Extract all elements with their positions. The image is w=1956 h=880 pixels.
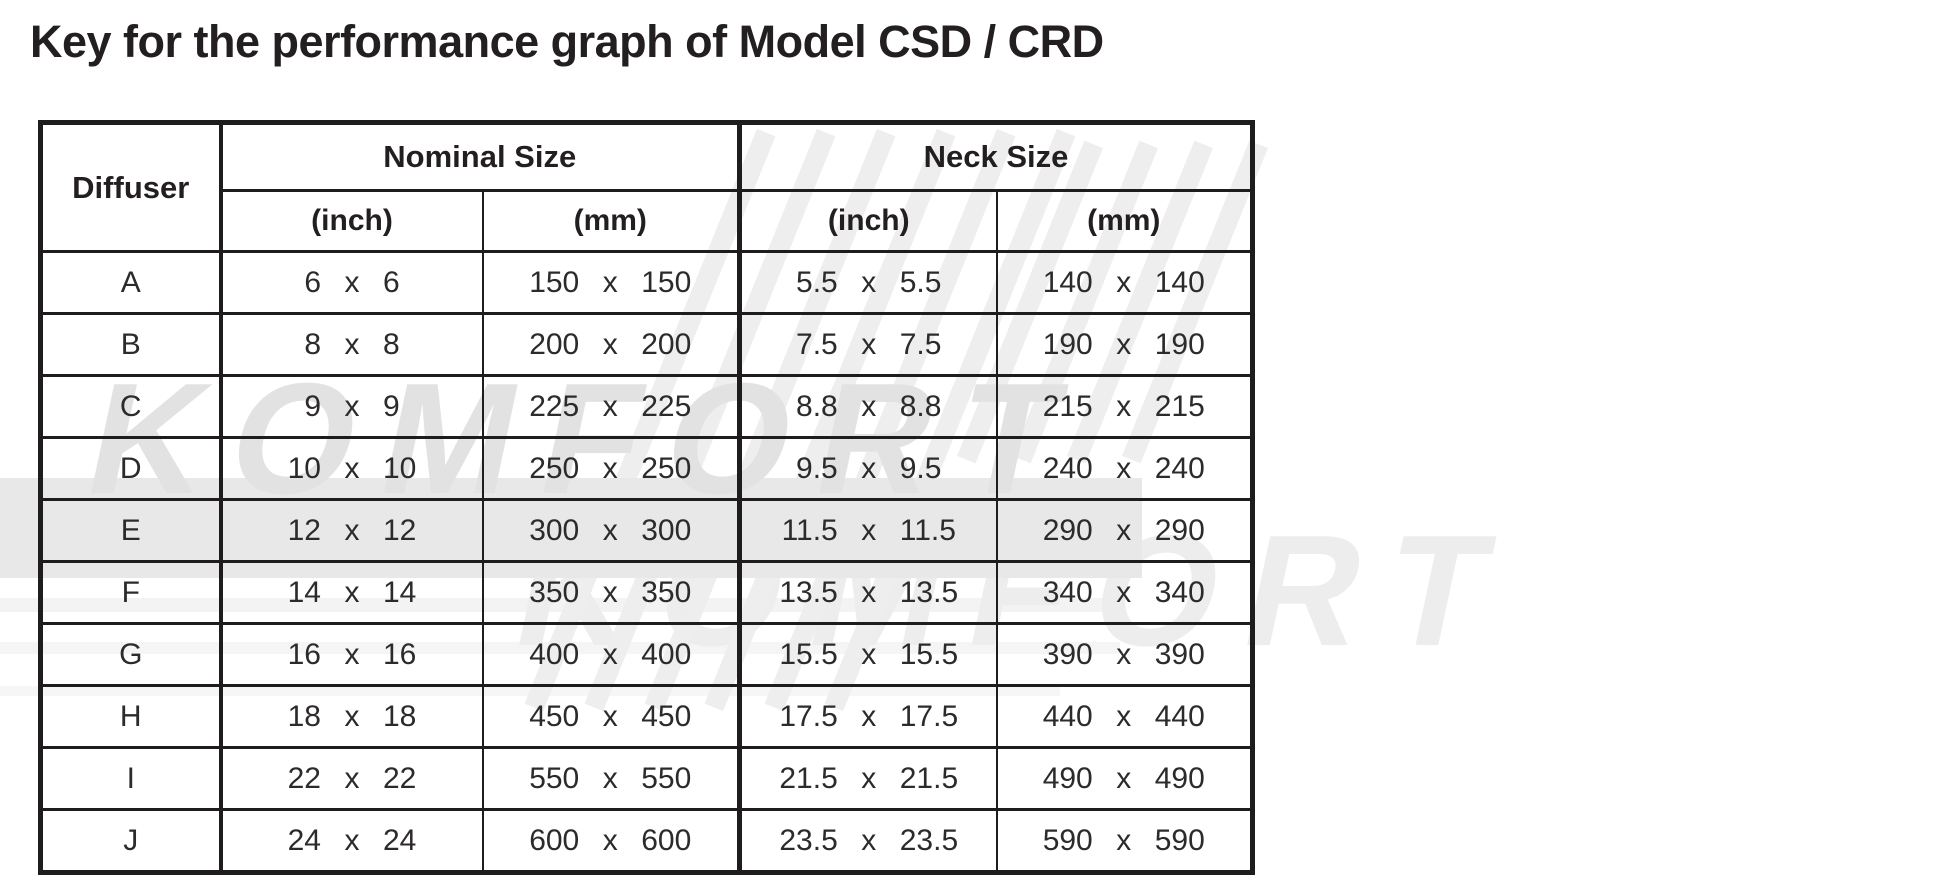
column-header-diffuser: Diffuser (40, 121, 223, 253)
diffuser-cell: I (40, 746, 223, 811)
nominal-inch-cell: 22 x 22 (220, 746, 484, 811)
diffuser-cell: D (40, 436, 223, 501)
nominal-mm-cell: 350 x 350 (482, 560, 742, 625)
neck-mm-cell: 215 x 215 (996, 374, 1253, 439)
header-row-units: (inch) (mm) (inch) (mm) (41, 189, 1253, 253)
diffuser-cell: J (40, 808, 223, 874)
unit-header-nominal-inch: (inch) (220, 189, 484, 253)
nominal-mm-cell: 450 x 450 (482, 684, 742, 749)
diffuser-cell: E (40, 498, 223, 563)
header-row-groups: Diffuser Nominal Size Neck Size (40, 121, 1253, 253)
table-row: F 14 x 14 350 x 350 13.5 x 13.5 340 x 340 (40, 560, 1253, 625)
table-row: E 12 x 12 300 x 300 11.5 x 11.5 290 x 290 (40, 498, 1253, 563)
neck-inch-cell: 17.5 x 17.5 (739, 684, 998, 749)
neck-mm-cell: 490 x 490 (996, 746, 1253, 811)
unit-header-neck-mm: (mm) (996, 189, 1253, 253)
neck-inch-cell: 11.5 x 11.5 (739, 498, 998, 563)
nominal-mm-cell: 250 x 250 (482, 436, 742, 501)
column-header-nominal-size: Nominal Size (220, 121, 742, 192)
diffuser-cell: A (40, 250, 223, 315)
diffuser-cell: B (40, 312, 223, 377)
table-row: G 16 x 16 400 x 400 15.5 x 15.5 390 x 390 (40, 622, 1253, 687)
nominal-inch-cell: 24 x 24 (220, 808, 484, 874)
unit-header-neck-inch: (inch) (739, 189, 998, 253)
diffuser-cell: C (40, 374, 223, 439)
neck-inch-cell: 15.5 x 15.5 (739, 622, 998, 687)
neck-mm-cell: 440 x 440 (996, 684, 1253, 749)
diffuser-cell: F (40, 560, 223, 625)
column-header-neck-size: Neck Size (739, 121, 1253, 192)
diffuser-cell: H (40, 684, 223, 749)
neck-inch-cell: 8.8 x 8.8 (739, 374, 998, 439)
neck-mm-cell: 140 x 140 (996, 250, 1253, 315)
neck-mm-cell: 390 x 390 (996, 622, 1253, 687)
neck-inch-cell: 9.5 x 9.5 (739, 436, 998, 501)
table-row: I 22 x 22 550 x 550 21.5 x 21.5 490 x 490 (40, 746, 1253, 811)
nominal-mm-cell: 400 x 400 (482, 622, 742, 687)
neck-mm-cell: 290 x 290 (996, 498, 1253, 563)
table-row: H 18 x 18 450 x 450 17.5 x 17.5 440 x 440 (40, 684, 1253, 749)
nominal-inch-cell: 16 x 16 (220, 622, 484, 687)
neck-inch-cell: 21.5 x 21.5 (739, 746, 998, 811)
nominal-inch-cell: 12 x 12 (220, 498, 484, 563)
neck-mm-cell: 190 x 190 (996, 312, 1253, 377)
nominal-mm-cell: 225 x 225 (482, 374, 742, 439)
unit-header-nominal-mm: (mm) (482, 189, 742, 253)
nominal-inch-cell: 18 x 18 (220, 684, 484, 749)
diffuser-size-key-table: Diffuser Nominal Size Neck Size (inch) (… (38, 120, 1255, 875)
nominal-mm-cell: 600 x 600 (482, 808, 742, 874)
table-row: J 24 x 24 600 x 600 23.5 x 23.5 590 x 590 (40, 808, 1253, 874)
table-row: D 10 x 10 250 x 250 9.5 x 9.5 240 x 240 (40, 436, 1253, 501)
nominal-mm-cell: 200 x 200 (482, 312, 742, 377)
neck-inch-cell: 5.5 x 5.5 (739, 250, 998, 315)
nominal-inch-cell: 10 x 10 (220, 436, 484, 501)
neck-inch-cell: 7.5 x 7.5 (739, 312, 998, 377)
nominal-mm-cell: 300 x 300 (482, 498, 742, 563)
neck-mm-cell: 590 x 590 (996, 808, 1253, 874)
page-title: Key for the performance graph of Model C… (30, 16, 1104, 67)
diffuser-cell: G (40, 622, 223, 687)
neck-mm-cell: 240 x 240 (996, 436, 1253, 501)
nominal-mm-cell: 150 x 150 (482, 250, 742, 315)
nominal-mm-cell: 550 x 550 (482, 746, 742, 811)
neck-mm-cell: 340 x 340 (996, 560, 1253, 625)
neck-inch-cell: 23.5 x 23.5 (739, 808, 998, 874)
neck-inch-cell: 13.5 x 13.5 (739, 560, 998, 625)
nominal-inch-cell: 14 x 14 (220, 560, 484, 625)
